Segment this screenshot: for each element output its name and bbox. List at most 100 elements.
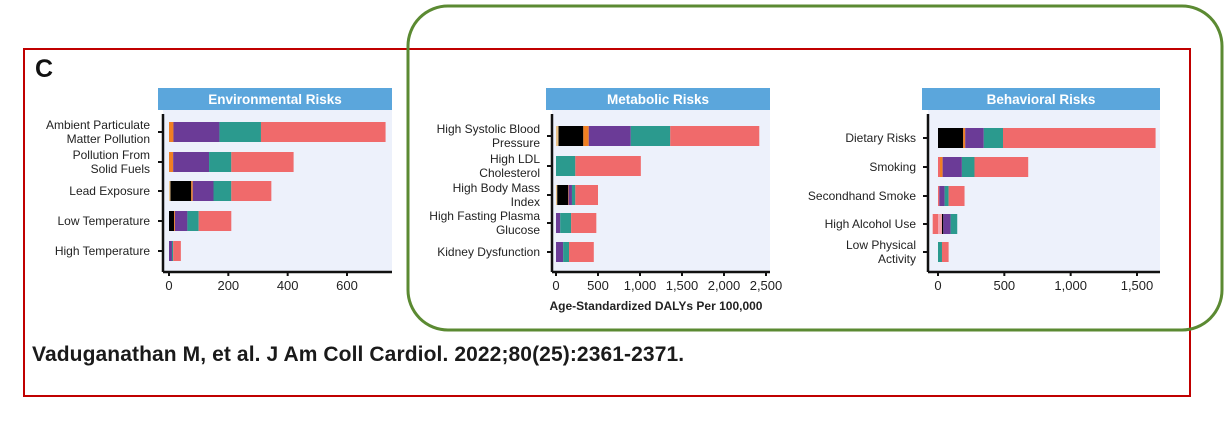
bar-segment-salmon bbox=[231, 181, 272, 201]
bar-segment-tan bbox=[556, 185, 558, 205]
category-label: Lead Exposure bbox=[69, 184, 150, 198]
bar-segment-orange bbox=[568, 185, 569, 205]
category-label-line: High Alcohol Use bbox=[825, 217, 917, 231]
bar-segment-purple bbox=[556, 242, 564, 262]
bar-segment-tan bbox=[556, 126, 559, 146]
bar-segment-teal bbox=[571, 185, 576, 205]
category-label: Pollution From Solid Fuels bbox=[73, 148, 150, 176]
x-tick-label: 200 bbox=[217, 278, 239, 293]
bar-segment-teal bbox=[187, 211, 199, 231]
bar-segment-teal bbox=[961, 157, 975, 177]
panel-behavioral-risks: Behavioral Risks 0 500 1,000 1,500 Dietary Ri… bbox=[808, 88, 1160, 293]
bar-segment-teal bbox=[213, 181, 232, 201]
bar-segment-orange bbox=[963, 128, 966, 148]
x-tick-label: 600 bbox=[336, 278, 358, 293]
category-label-line: Matter Pollution bbox=[67, 132, 150, 146]
bar-segment-teal bbox=[171, 241, 174, 261]
x-tick-label: 1,000 bbox=[624, 278, 657, 293]
highlight-frame bbox=[23, 48, 1191, 397]
category-label-line: Ambient Particulate bbox=[46, 118, 150, 132]
category-label: High Fasting Plasma Glucose bbox=[429, 209, 540, 237]
category-label-line: Solid Fuels bbox=[91, 162, 150, 176]
bar-segment-black bbox=[170, 181, 192, 201]
bar-segment-salmon bbox=[173, 241, 181, 261]
x-tick-label: 1,500 bbox=[666, 278, 699, 293]
panel-header bbox=[158, 88, 392, 110]
x-tick-label: 2,000 bbox=[708, 278, 741, 293]
panel-metabolic-risks: Metabolic Risks 0 500 1,000 1,500 2,000 2,500 A… bbox=[429, 88, 782, 313]
x-tick-label: 0 bbox=[934, 278, 941, 293]
category-label: High Alcohol Use bbox=[825, 217, 917, 231]
panel-header bbox=[922, 88, 1160, 110]
category-label: High Body Mass Index bbox=[453, 181, 540, 209]
bar-segment-orange bbox=[169, 152, 174, 172]
x-axis-label: Age-Standardized DALYs Per 100,000 bbox=[550, 299, 763, 313]
category-label: High Temperature bbox=[55, 244, 150, 258]
bar-segment-teal bbox=[983, 128, 1004, 148]
bar-segment-purple bbox=[943, 214, 951, 234]
category-label: Secondhand Smoke bbox=[808, 189, 916, 203]
category-label-line: Lead Exposure bbox=[69, 184, 150, 198]
bar-segment-teal bbox=[556, 156, 576, 176]
category-label-line: Low Temperature bbox=[58, 214, 151, 228]
category-label-line: High Fasting Plasma bbox=[429, 209, 540, 223]
category-label-line: Dietary Risks bbox=[845, 131, 916, 145]
bar-segment-tan bbox=[169, 181, 171, 201]
bar-segment-orange bbox=[939, 157, 943, 177]
category-label-line: Pollution From bbox=[73, 148, 150, 162]
bar-segment-teal bbox=[950, 214, 958, 234]
category-label: Kidney Dysfunction bbox=[437, 245, 540, 259]
bar-segment-salmon bbox=[974, 157, 1029, 177]
bar-segment-purple bbox=[568, 185, 572, 205]
bar-segment-black bbox=[169, 211, 175, 231]
category-label: Ambient Particulate Matter Pollution bbox=[46, 118, 150, 146]
bar-segment-orange bbox=[174, 211, 175, 231]
bar-segment-salmon bbox=[575, 156, 641, 176]
panel-title: Metabolic Risks bbox=[607, 92, 709, 107]
category-label-line: Activity bbox=[878, 252, 916, 266]
bar-segment-salmon bbox=[260, 122, 386, 142]
category-label-line: Index bbox=[511, 195, 540, 209]
x-tick-label: 2,500 bbox=[750, 278, 783, 293]
bar-segment-pink bbox=[938, 214, 942, 234]
panel-environmental-risks: Environmental Risks 0 200 400 600 Ambient Par… bbox=[46, 88, 392, 293]
bar-segment-teal bbox=[563, 242, 570, 262]
bar-segment-orange bbox=[169, 122, 174, 142]
category-label-line: Glucose bbox=[496, 223, 540, 237]
category-label-line: Cholesterol bbox=[479, 166, 540, 180]
bar-segment-salmon bbox=[198, 211, 232, 231]
bar-segment-orange bbox=[191, 181, 193, 201]
citation: Vaduganathan M, et al. J Am Coll Cardiol… bbox=[32, 343, 685, 366]
bar-segment-salmon bbox=[571, 213, 597, 233]
bar-segment-purple bbox=[939, 186, 945, 206]
panel-label: C bbox=[35, 55, 54, 83]
bar-segment-purple bbox=[588, 126, 631, 146]
bar-segment-salmon bbox=[1003, 128, 1156, 148]
bar-segment-purple bbox=[942, 157, 962, 177]
bar-segment-black bbox=[941, 214, 944, 234]
category-label-line: Kidney Dysfunction bbox=[437, 245, 540, 259]
category-label-line: Smoking bbox=[869, 160, 916, 174]
bar-segment-teal bbox=[219, 122, 261, 142]
panel-header bbox=[546, 88, 770, 110]
x-tick-label: 1,500 bbox=[1121, 278, 1154, 293]
bar-segment-orange bbox=[583, 126, 589, 146]
bar-segment-salmon bbox=[941, 242, 949, 262]
panel-title: Behavioral Risks bbox=[987, 92, 1096, 107]
bar-segment-purple bbox=[556, 213, 561, 233]
category-label-line: High LDL bbox=[490, 152, 540, 166]
category-label: Dietary Risks bbox=[845, 131, 916, 145]
panel-title: Environmental Risks bbox=[208, 92, 342, 107]
bar-segment-salmon bbox=[932, 214, 938, 234]
bar-segment-teal bbox=[630, 126, 671, 146]
bar-segment-salmon bbox=[938, 157, 940, 177]
category-label: Smoking bbox=[869, 160, 916, 174]
category-label: Low Physical Activity bbox=[846, 238, 916, 266]
category-label-line: High Body Mass bbox=[453, 181, 540, 195]
bar-segment-purple bbox=[173, 122, 220, 142]
category-label-line: Pressure bbox=[492, 136, 540, 150]
bar-segment-purple bbox=[173, 152, 210, 172]
bar-segment-black bbox=[557, 185, 569, 205]
bar-segment-black bbox=[938, 128, 964, 148]
